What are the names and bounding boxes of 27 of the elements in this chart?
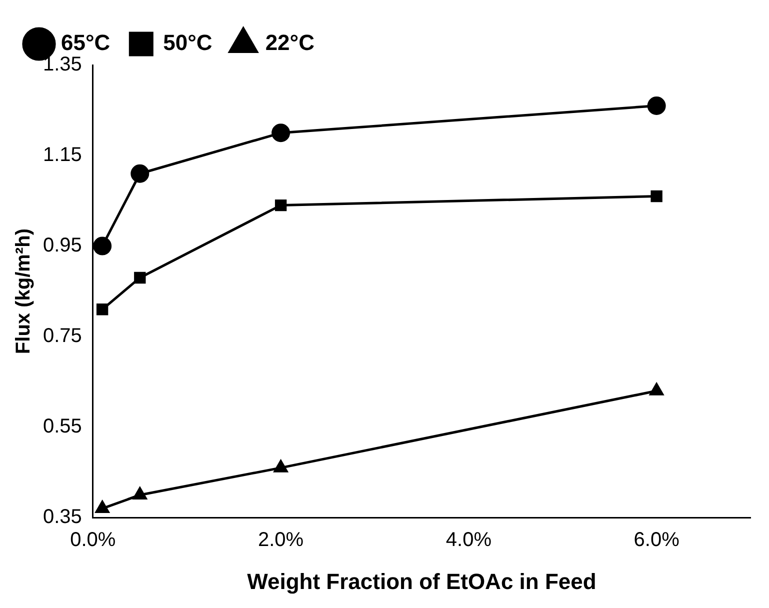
point: [650, 383, 664, 396]
y-axis-title: Flux (kg/m²h): [12, 228, 35, 354]
y-tick-label: 0.55: [42, 416, 82, 438]
point: [130, 164, 150, 183]
x-tick-label: 0.0%: [70, 529, 116, 552]
x-axis-title: Weight Fraction of EtOAc in Feed: [247, 568, 596, 594]
x-tick-label: 6.0%: [634, 529, 680, 552]
x-tick-label: 4.0%: [446, 529, 492, 552]
point: [93, 236, 112, 256]
point: [274, 460, 288, 472]
y-tick-label: 0.95: [42, 234, 82, 257]
legend-label: 50°C: [163, 30, 212, 56]
point: [647, 96, 666, 115]
point: [272, 124, 290, 142]
point: [274, 199, 287, 212]
point: [96, 304, 108, 316]
x-tick-label: 2.0%: [258, 529, 304, 552]
y-tick-label: 1.15: [42, 144, 82, 166]
y-tick-label: 0.35: [42, 506, 82, 528]
legend-label: 22°C: [265, 30, 315, 56]
point: [650, 190, 662, 202]
y-tick-label: 0.75: [42, 325, 82, 348]
point: [133, 487, 147, 500]
point: [95, 500, 110, 514]
y-tick-label: 1.35: [42, 54, 82, 76]
legend-label: 65°C: [61, 30, 110, 56]
point: [134, 272, 146, 284]
